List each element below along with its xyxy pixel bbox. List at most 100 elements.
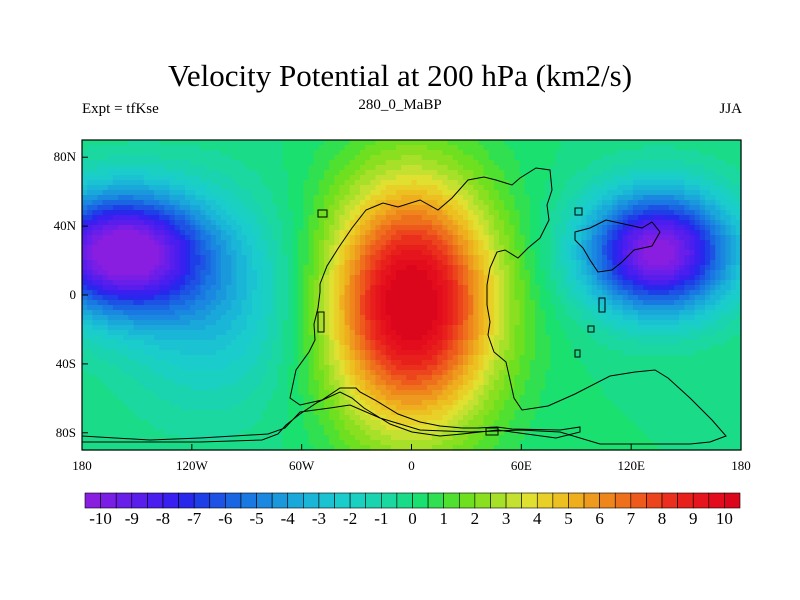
field-cell bbox=[360, 200, 366, 206]
field-cell bbox=[272, 190, 279, 196]
field-cell bbox=[190, 185, 196, 191]
field-cell bbox=[514, 305, 521, 311]
field-cell bbox=[478, 290, 485, 296]
field-cell bbox=[159, 275, 165, 281]
field-cell bbox=[684, 285, 691, 291]
field-cell bbox=[380, 300, 387, 306]
field-cell bbox=[622, 205, 629, 211]
field-cell bbox=[591, 245, 598, 251]
field-cell bbox=[514, 215, 521, 221]
field-cell bbox=[205, 300, 212, 306]
field-cell bbox=[421, 240, 428, 246]
field-cell bbox=[123, 155, 129, 161]
field-cell bbox=[267, 280, 274, 286]
field-cell bbox=[179, 315, 186, 321]
field-cell bbox=[674, 240, 680, 246]
field-cell bbox=[82, 250, 88, 256]
field-cell bbox=[421, 255, 428, 261]
field-cell bbox=[123, 230, 129, 236]
field-cell bbox=[97, 185, 104, 191]
field-cell bbox=[138, 255, 145, 261]
field-cell bbox=[478, 165, 485, 171]
field-cell bbox=[715, 170, 722, 176]
field-cell bbox=[679, 225, 685, 231]
field-cell bbox=[720, 265, 727, 271]
field-cell bbox=[169, 225, 176, 231]
field-cell bbox=[112, 220, 119, 226]
field-cell bbox=[509, 205, 516, 211]
field-cell bbox=[215, 140, 222, 146]
field-cell bbox=[684, 295, 691, 301]
field-cell bbox=[565, 140, 572, 146]
field-cell bbox=[668, 200, 675, 206]
field-cell bbox=[622, 310, 629, 316]
field-cell bbox=[246, 245, 253, 251]
field-cell bbox=[406, 145, 413, 151]
field-cell bbox=[617, 230, 624, 236]
field-cell bbox=[638, 305, 644, 311]
field-cell bbox=[576, 215, 582, 221]
field-cell bbox=[169, 150, 176, 156]
field-cell bbox=[360, 240, 366, 246]
field-cell bbox=[540, 215, 546, 221]
field-cell bbox=[627, 205, 634, 211]
field-cell bbox=[679, 310, 685, 316]
field-cell bbox=[622, 260, 629, 266]
field-cell bbox=[349, 305, 356, 311]
field-cell bbox=[287, 290, 294, 296]
field-cell bbox=[457, 160, 464, 166]
field-cell bbox=[545, 225, 552, 231]
field-cell bbox=[411, 260, 418, 266]
field-cell bbox=[396, 225, 402, 231]
field-cell bbox=[205, 150, 212, 156]
field-cell bbox=[164, 150, 171, 156]
field-cell bbox=[365, 150, 371, 156]
field-cell bbox=[689, 175, 696, 181]
field-cell bbox=[370, 280, 377, 286]
field-cell bbox=[674, 245, 680, 251]
field-cell bbox=[287, 220, 294, 226]
field-cell bbox=[118, 255, 124, 261]
field-cell bbox=[519, 190, 526, 196]
field-cell bbox=[735, 285, 742, 291]
field-cell bbox=[643, 140, 649, 146]
field-cell bbox=[601, 165, 608, 171]
period-label: 280_0_MaBP bbox=[358, 97, 442, 113]
field-cell bbox=[190, 220, 196, 226]
field-cell bbox=[699, 250, 706, 256]
field-cell bbox=[380, 320, 387, 326]
field-cell bbox=[581, 265, 588, 271]
field-cell bbox=[457, 260, 464, 266]
field-cell bbox=[298, 220, 304, 226]
field-cell bbox=[653, 140, 660, 146]
field-cell bbox=[576, 225, 582, 231]
field-cell bbox=[215, 260, 222, 266]
field-cell bbox=[447, 285, 454, 291]
field-cell bbox=[591, 330, 598, 336]
field-cell bbox=[200, 155, 207, 161]
field-cell bbox=[97, 250, 104, 256]
field-cell bbox=[293, 310, 299, 316]
field-cell bbox=[375, 295, 382, 301]
field-cell bbox=[308, 180, 315, 186]
field-cell bbox=[704, 250, 711, 256]
field-cell bbox=[514, 285, 521, 291]
field-cell bbox=[385, 300, 392, 306]
field-cell bbox=[715, 200, 722, 206]
field-cell bbox=[241, 320, 248, 326]
field-cell bbox=[632, 195, 639, 201]
field-cell bbox=[643, 210, 649, 216]
field-cell bbox=[143, 210, 150, 216]
field-cell bbox=[112, 300, 119, 306]
field-cell bbox=[92, 250, 99, 256]
field-cell bbox=[303, 235, 310, 241]
field-cell bbox=[591, 275, 598, 281]
field-cell bbox=[231, 210, 238, 216]
field-cell bbox=[478, 185, 485, 191]
field-cell bbox=[596, 310, 603, 316]
field-cell bbox=[236, 170, 243, 176]
field-cell bbox=[586, 170, 593, 176]
field-cell bbox=[221, 285, 227, 291]
field-cell bbox=[699, 265, 706, 271]
field-cell bbox=[730, 170, 737, 176]
